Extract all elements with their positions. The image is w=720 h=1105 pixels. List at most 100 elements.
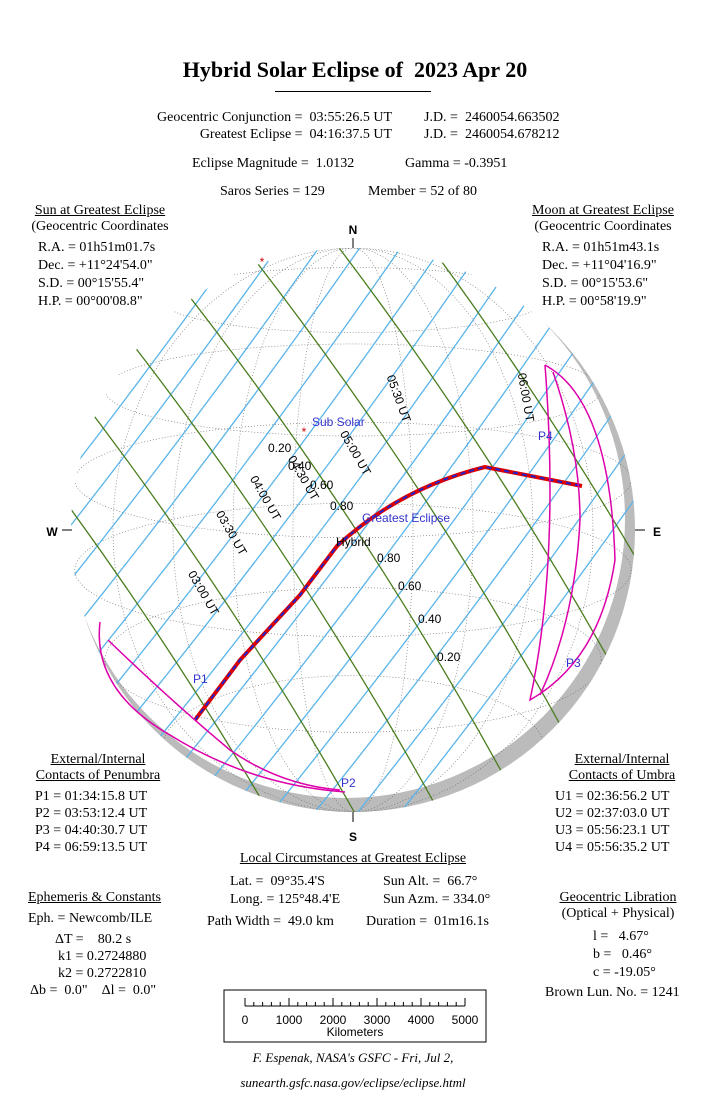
ephemeris-line: k2 = 0.2722810 xyxy=(58,966,147,981)
scale-label: 0 xyxy=(242,1013,249,1027)
magnitude-label: 0.40 xyxy=(288,459,312,473)
compass-label: S xyxy=(349,830,357,844)
brown-number: Brown Lun. No. = 1241 xyxy=(545,985,680,1000)
umbra-title: External/Internal xyxy=(574,752,670,767)
libration-line: l = 4.67° xyxy=(593,929,649,944)
ephemeris-line: ΔT = 80.2 s xyxy=(55,932,132,947)
pole-marker: * xyxy=(260,255,265,269)
sun-line: H.P. = 00°00'08.8" xyxy=(38,294,143,309)
compass-label: E xyxy=(653,525,661,539)
local-value: Sun Azm. = 334.0° xyxy=(383,892,491,907)
greatest-label: Greatest Eclipse xyxy=(362,511,450,525)
credit: F. Espenak, NASA's GSFC - Fri, Jul 2, xyxy=(252,1050,454,1065)
umbra-line: U1 = 02:36:56.2 UT xyxy=(555,789,670,804)
magnitude-line xyxy=(236,319,635,812)
penumbra-line: P3 = 04:40:30.7 UT xyxy=(35,823,148,838)
umbra-line: U3 = 05:56:23.1 UT xyxy=(555,823,670,838)
penumbra-title: Contacts of Penumbra xyxy=(35,768,161,783)
time-line xyxy=(311,248,635,695)
time-line xyxy=(71,298,403,812)
compass-label: W xyxy=(46,525,58,539)
contact-label: P3 xyxy=(566,656,581,670)
ephemeris-line: Eph. = Newcomb/ILE xyxy=(28,911,153,926)
magnitude-label: 0.80 xyxy=(377,551,401,565)
meridian-line xyxy=(112,248,594,812)
magnitude-label: 0.20 xyxy=(437,650,461,664)
moon-subtitle: (Geocentric Coordinates xyxy=(534,219,672,234)
sun-line: S.D. = 00°15'55.4" xyxy=(38,276,145,291)
local-title: Local Circumstances at Greatest Eclipse xyxy=(239,851,467,866)
libration-line: b = 0.46° xyxy=(593,947,652,962)
globe-disc xyxy=(67,240,625,798)
sun-line: Dec. = +11°24'54.0" xyxy=(38,258,153,273)
umbra-line: U4 = 05:56:35.2 UT xyxy=(555,840,670,855)
local-value: Sun Alt. = 66.7° xyxy=(383,874,478,889)
compass-label: N xyxy=(349,223,358,237)
scale-label: 2000 xyxy=(320,1013,347,1027)
moon-line: H.P. = 00°58'19.9" xyxy=(542,294,647,309)
penumbra-line: P4 = 06:59:13.5 UT xyxy=(35,840,148,855)
title: Hybrid Solar Eclipse of 2023 Apr 20 xyxy=(182,57,528,82)
sun-line: R.A. = 01h51m01.7s xyxy=(38,240,156,255)
title-rule xyxy=(275,91,431,92)
penumbra-limit xyxy=(98,621,346,793)
central-path-core xyxy=(194,465,583,721)
sub-solar-label: Sub Solar xyxy=(312,415,365,429)
ephemeris-line: Δb = 0.0" Δl = 0.0" xyxy=(30,983,157,998)
contact-label: P2 xyxy=(341,776,356,790)
magnitude-line xyxy=(71,248,367,701)
moon-title: Moon at Greatest Eclipse xyxy=(532,203,674,218)
sub-solar-marker: * xyxy=(302,425,307,439)
latitude-line xyxy=(104,587,602,733)
magnitude-label: 0.20 xyxy=(268,441,292,455)
ephemeris-line: k1 = 0.2724880 xyxy=(58,949,147,964)
magnitude-labels: 0.20 0.40 0.60 0.80 0.80 0.60 0.40 0.20 xyxy=(268,441,461,664)
credit: sunearth.gsfc.nasa.gov/eclipse/eclipse.h… xyxy=(240,1075,466,1090)
penumbra-line: P1 = 01:34:15.8 UT xyxy=(35,789,148,804)
moon-line: Dec. = +11°04'16.9" xyxy=(542,258,657,273)
umbra-title: Contacts of Umbra xyxy=(568,768,676,783)
hybrid-label: Hybrid xyxy=(336,535,371,549)
conjunction-jd: J.D. = 2460054.663502 xyxy=(424,110,560,125)
contact-label: P4 xyxy=(538,429,553,443)
penumbra-title: External/Internal xyxy=(50,752,146,767)
scale-label: 5000 xyxy=(452,1013,479,1027)
time-line xyxy=(249,248,635,736)
penumbra-line: P2 = 03:53:12.4 UT xyxy=(35,806,148,821)
magnitude-line xyxy=(71,248,448,761)
libration-line: c = -19.05° xyxy=(593,965,656,980)
scale-label: 4000 xyxy=(408,1013,435,1027)
penumbra-limit xyxy=(107,639,341,791)
saros: Saros Series = 129 xyxy=(220,184,325,199)
magnitude-label: 0.60 xyxy=(310,478,334,492)
scale-unit: Kilometers xyxy=(327,1025,384,1039)
local-value: Path Width = 49.0 km xyxy=(207,914,334,929)
scale-label: 3000 xyxy=(364,1013,391,1027)
sun-subtitle: (Geocentric Coordinates xyxy=(31,219,169,234)
libration-subtitle: (Optical + Physical) xyxy=(561,906,675,921)
scale-bar: 0 1000 2000 3000 4000 5000 Kilometers xyxy=(242,998,479,1039)
greatest-marker: * xyxy=(353,527,358,541)
local-value: Lat. = 09°35.4'S xyxy=(230,874,325,889)
scale-box xyxy=(223,989,487,1043)
magnitude-line xyxy=(263,339,635,812)
local-value: Long. = 125°48.4'E xyxy=(230,892,341,907)
greatest: Greatest Eclipse = 04:16:37.5 UT xyxy=(199,127,392,142)
local-value: Duration = 01m16.1s xyxy=(366,914,489,929)
umbra-line: U2 = 02:37:03.0 UT xyxy=(555,806,670,821)
penumbra-limit xyxy=(528,364,616,702)
conjunction: Geocentric Conjunction = 03:55:26.5 UT xyxy=(157,110,392,125)
magnitude-label: 0.60 xyxy=(398,579,422,593)
gamma: Gamma = -0.3951 xyxy=(405,156,508,171)
latitude-line xyxy=(74,503,632,637)
greatest-jd: J.D. = 2460054.678212 xyxy=(424,127,560,142)
magnitude-label: 0.40 xyxy=(418,612,442,626)
moon-line: S.D. = 00°15'53.6" xyxy=(542,276,649,291)
magnitude-line xyxy=(71,248,475,781)
member: Member = 52 of 80 xyxy=(368,184,477,199)
ephemeris-title: Ephemeris & Constants xyxy=(28,890,161,905)
magnitude: Eclipse Magnitude = 1.0132 xyxy=(192,156,355,171)
